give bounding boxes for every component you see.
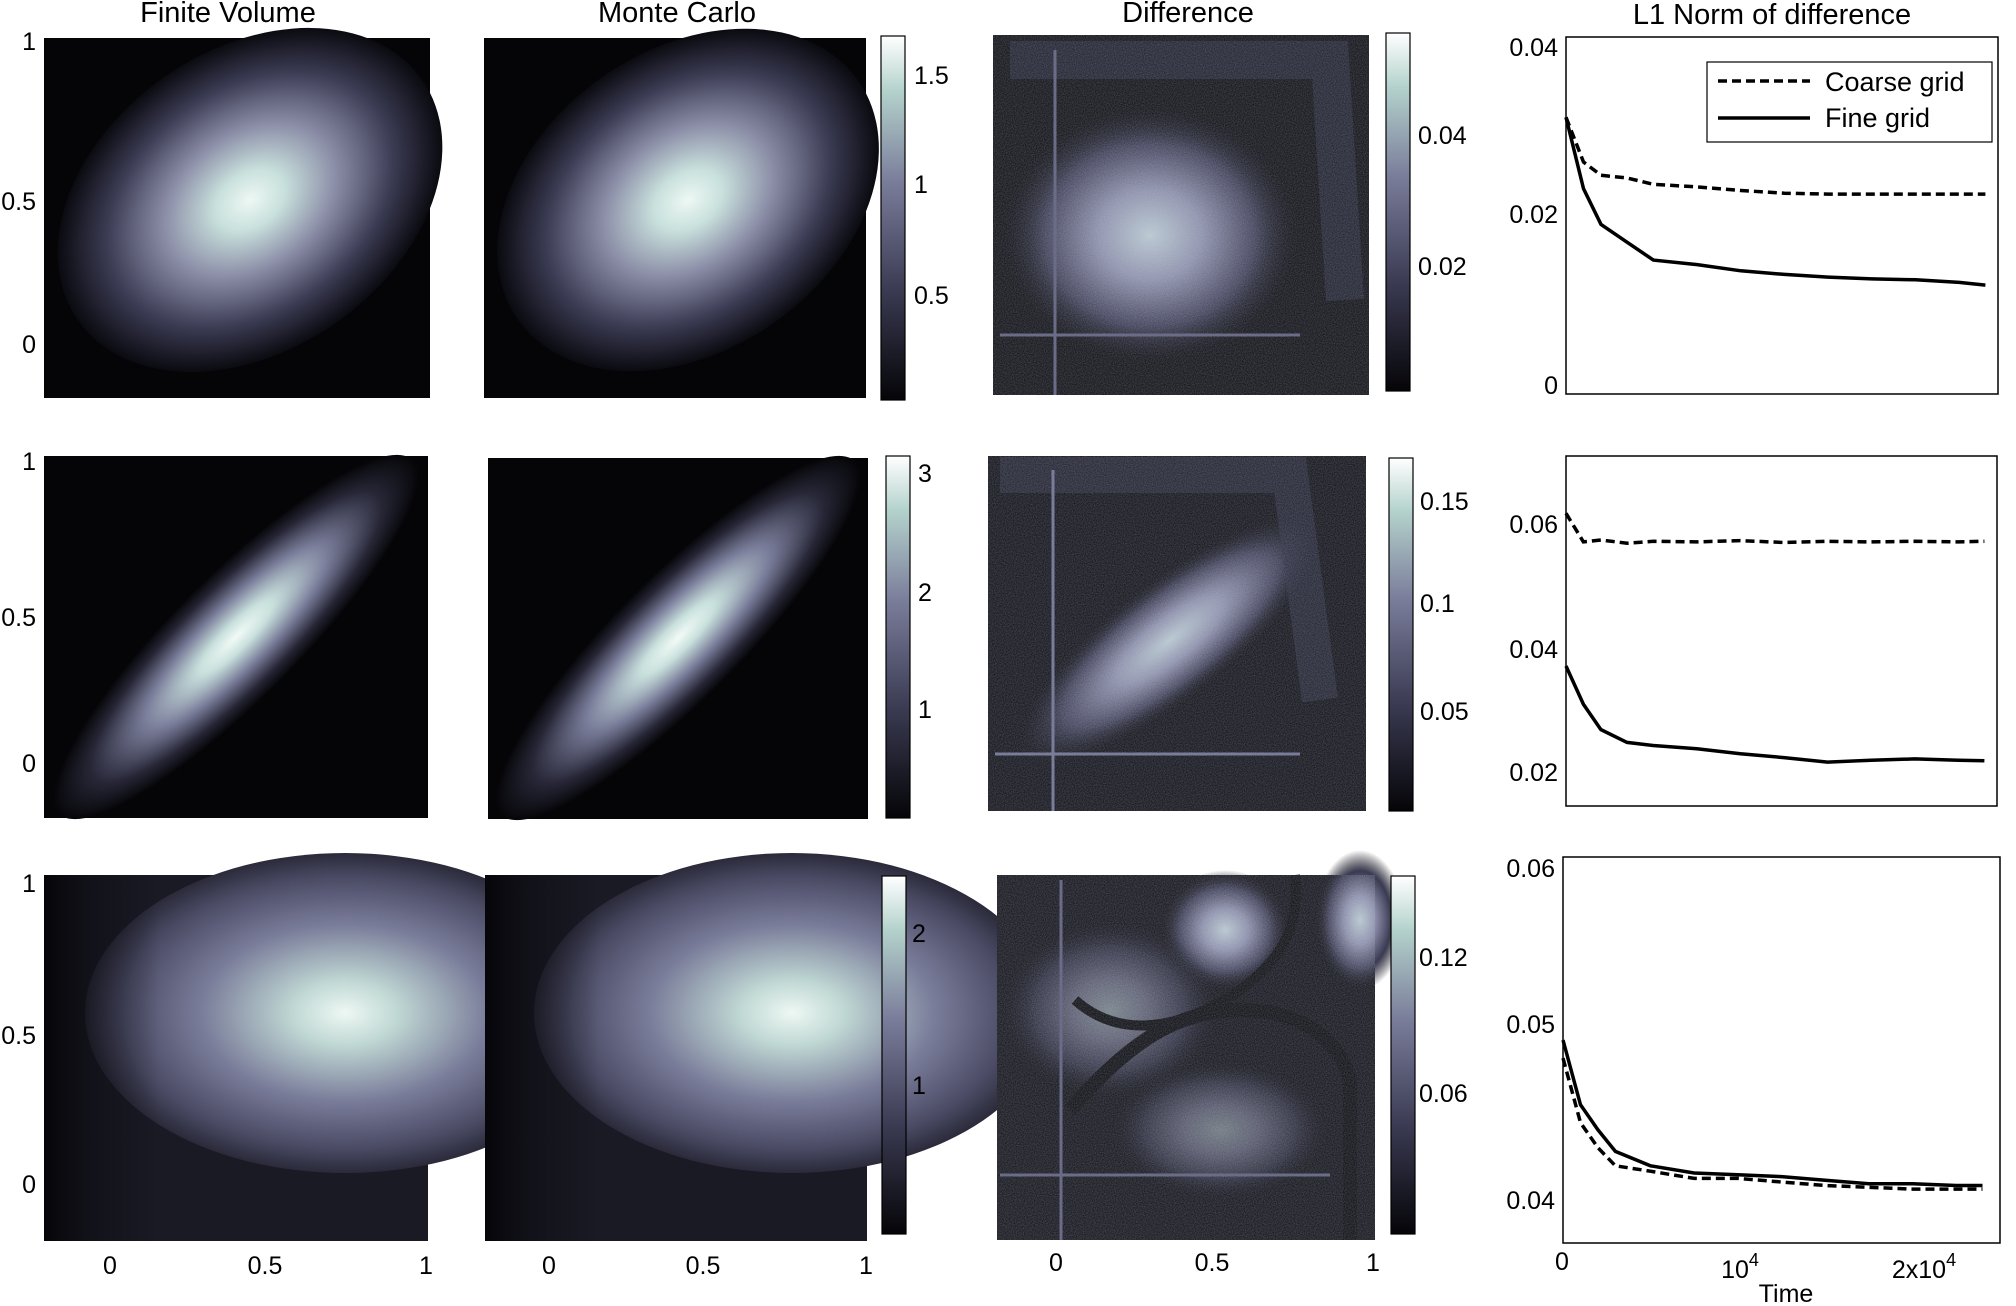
row1-diff-colorbar — [1385, 32, 1411, 392]
row2-fine-grid-line — [1564, 665, 1985, 764]
row1-l1-ytick-002: 0.02 — [1509, 201, 1558, 229]
row2-ytick-1: 1 — [22, 448, 36, 476]
row2-monte-carlo-heatmap — [488, 455, 868, 821]
cb2-tick-3: 3 — [918, 460, 932, 488]
row3-coarse-grid-line — [1561, 1057, 1983, 1191]
row3-l1-ytick-006: 0.06 — [1506, 855, 1555, 883]
cb2-tick-2: 2 — [918, 579, 932, 607]
row3-l1-xtick-2e4: 2x104 — [1892, 1250, 1956, 1284]
row3-l1-plot: 0.06 0.05 0.04 0 104 2x104 Time — [1506, 855, 2001, 1306]
row2-l1-ytick-004: 0.04 — [1509, 636, 1558, 664]
cb1d-tick-002: 0.02 — [1418, 253, 1467, 281]
title-monte-carlo: Monte Carlo — [598, 0, 756, 29]
row1-l1-plot: 0.04 0.02 0 Coarse grid Fine grid — [1509, 34, 1999, 400]
row1-ytick-1: 1 — [22, 28, 36, 56]
row3-l1-axes — [1562, 856, 2001, 1244]
diff-xtick-0: 0 — [1049, 1249, 1063, 1277]
row1-finite-volume-heatmap — [44, 27, 443, 398]
row1-difference-heatmap — [993, 35, 1369, 395]
row2-l1-ytick-002: 0.02 — [1509, 759, 1558, 787]
row1-fine-grid-line — [1564, 116, 1986, 287]
row1-l1-ytick-0: 0 — [1544, 372, 1558, 400]
cb1d-tick-004: 0.04 — [1418, 122, 1467, 150]
row2-ytick-0: 0 — [22, 750, 36, 778]
row2-finite-volume-heatmap — [44, 454, 428, 820]
fv-xtick-0: 0 — [103, 1252, 117, 1280]
row2-l1-axes — [1565, 455, 1998, 807]
row1-ytick-05: 0.5 — [1, 188, 36, 216]
cb1-tick-1: 1 — [914, 171, 928, 199]
row1-ytick-0: 0 — [22, 331, 36, 359]
mc-xtick-0: 0 — [542, 1252, 556, 1280]
row2-ytick-05: 0.5 — [1, 604, 36, 632]
row1-monte-carlo-heatmap — [484, 28, 879, 398]
row2-coarse-grid-line — [1564, 512, 1985, 545]
row2-diff-colorbar — [1388, 457, 1414, 812]
row3-l1-ytick-005: 0.05 — [1506, 1011, 1555, 1039]
title-l1-norm: L1 Norm of difference — [1633, 0, 1911, 31]
diff-xtick-1: 1 — [1366, 1249, 1380, 1277]
row3-l1-ytick-004: 0.04 — [1506, 1187, 1555, 1215]
cb3d-tick-006: 0.06 — [1419, 1080, 1468, 1108]
row3-diff-colorbar — [1390, 875, 1416, 1235]
row3-l1-xtick-1e4: 104 — [1721, 1250, 1759, 1284]
row3-l1-xlabel: Time — [1759, 1280, 1814, 1306]
row1-l1-ytick-004: 0.04 — [1509, 34, 1558, 62]
row2-difference-heatmap — [988, 456, 1366, 811]
row3-ytick-1: 1 — [22, 870, 36, 898]
title-finite-volume: Finite Volume — [140, 0, 316, 29]
title-difference: Difference — [1122, 0, 1254, 29]
row3-finite-volume-heatmap — [44, 853, 605, 1241]
row3-difference-heatmap — [997, 850, 1405, 1240]
fv-xtick-05: 0.5 — [248, 1252, 283, 1280]
mc-xtick-1: 1 — [859, 1252, 873, 1280]
row1-coarse-grid-line — [1564, 116, 1986, 196]
row3-l1-xtick-0: 0 — [1555, 1248, 1569, 1276]
row3-fine-grid-line — [1561, 1039, 1983, 1188]
diff-xtick-05: 0.5 — [1195, 1249, 1230, 1277]
mc-xtick-05: 0.5 — [686, 1252, 721, 1280]
row3-ytick-05: 0.5 — [1, 1022, 36, 1050]
row3-monte-carlo-heatmap — [485, 853, 1050, 1241]
cb2d-tick-01: 0.1 — [1420, 590, 1455, 618]
legend-fine-label: Fine grid — [1825, 103, 1930, 133]
cb2d-tick-005: 0.05 — [1420, 698, 1469, 726]
row2-colorbar — [885, 455, 911, 819]
cb3d-tick-012: 0.12 — [1419, 944, 1468, 972]
row3-colorbar — [881, 875, 907, 1235]
row2-l1-ytick-006: 0.06 — [1509, 511, 1558, 539]
legend — [1706, 61, 1993, 143]
cb3-tick-1: 1 — [912, 1072, 926, 1100]
legend-coarse-label: Coarse grid — [1825, 67, 1965, 97]
row2-l1-plot: 0.06 0.04 0.02 — [1509, 455, 1998, 807]
cb3-tick-2: 2 — [912, 920, 926, 948]
cb1-tick-05: 0.5 — [914, 282, 949, 310]
cb2d-tick-015: 0.15 — [1420, 488, 1469, 516]
row1-colorbar — [880, 35, 906, 401]
fv-xtick-1: 1 — [419, 1252, 433, 1280]
cb1-tick-15: 1.5 — [914, 62, 949, 90]
cb2-tick-1: 1 — [918, 696, 932, 724]
row3-ytick-0: 0 — [22, 1171, 36, 1199]
